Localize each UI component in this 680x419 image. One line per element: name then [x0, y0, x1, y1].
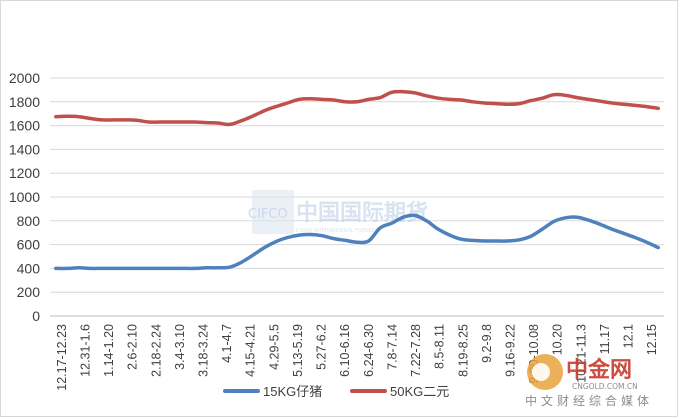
y-tick-label: 1400	[9, 141, 40, 157]
x-tick-label: 4.1-4.7	[220, 324, 234, 363]
x-tick-label: 5.27-6.2	[315, 324, 329, 370]
y-tick-label: 200	[17, 284, 41, 300]
x-tick-label: 12.15	[645, 324, 659, 355]
x-tick-label: 12.1	[622, 324, 636, 348]
cifco-watermark: CIFCO 中国国际期货 CHINA INTERNATIONAL FUTURES	[248, 190, 428, 234]
legend: 15KG仔猪 50KG二元	[223, 384, 449, 399]
cifco-watermark-name: 中国国际期货	[296, 200, 428, 226]
x-tick-label: 7.8-7.14	[385, 324, 399, 370]
x-tick-label: 3.4-3.10	[173, 324, 187, 370]
gridlines	[50, 77, 664, 317]
cifco-watermark-abbr: CIFCO	[248, 207, 288, 222]
x-tick-label: 4.15-4.21	[244, 324, 258, 377]
series-line-piglet	[54, 213, 660, 271]
cngold-brand-name: 中金网	[566, 357, 632, 383]
cifco-logo-icon	[252, 190, 294, 234]
y-tick-label: 2000	[9, 70, 40, 86]
y-tick-label: 400	[17, 260, 41, 276]
x-tick-label: 1.14-1.20	[102, 324, 116, 377]
x-tick-label: 2.18-2.24	[149, 324, 163, 377]
x-axis-ticks: 12.17-12.23 12.31-1.6 1.14-1.20 2.6-2.10 2.1…	[55, 324, 659, 391]
x-tick-label: 10.20	[551, 324, 565, 355]
y-tick-label: 1800	[9, 94, 40, 110]
series-line-hybrid	[54, 89, 660, 127]
x-tick-label: 12.17-12.23	[55, 324, 69, 391]
x-tick-label: 6.24-6.30	[362, 324, 376, 377]
x-tick-label: 6.10-6.16	[338, 324, 352, 377]
x-tick-label: 2.6-2.10	[126, 324, 140, 370]
y-tick-label: 0	[32, 308, 40, 324]
y-tick-label: 1000	[9, 189, 40, 205]
x-tick-label: 3.18-3.24	[197, 324, 211, 377]
x-tick-label: 5.13-5.19	[291, 324, 305, 377]
x-tick-label: 8.5-8.11	[433, 324, 447, 369]
x-tick-label: 9.2-9.8	[480, 324, 494, 363]
y-tick-label: 800	[17, 213, 41, 229]
cifco-watermark-sub: CHINA INTERNATIONAL FUTURES	[296, 228, 378, 234]
y-tick-label: 600	[17, 237, 41, 253]
legend-label-piglet: 15KG仔猪	[263, 384, 322, 399]
cngold-url: CNGOLD.COM.CN	[572, 382, 638, 391]
x-tick-label: 4.29-5.5	[267, 324, 281, 370]
legend-label-hybrid: 50KG二元	[390, 384, 449, 399]
y-tick-label: 1600	[9, 118, 40, 134]
x-tick-label: 8.19-8.25	[456, 324, 470, 377]
x-tick-label: 9.16-9.22	[504, 324, 518, 377]
cngold-slogan: 中文财经综合媒体	[525, 393, 653, 408]
x-tick-label: 10.21-11.3	[574, 324, 588, 383]
y-axis-ticks: 0 200 400 600 800 1000 1200 1400 1600 1800 2000	[9, 70, 40, 324]
cngold-watermark: 中金网 CNGOLD.COM.CN 中文财经综合媒体	[525, 354, 653, 408]
x-tick-label: 12.31-1.6	[78, 324, 92, 377]
series-lines	[54, 89, 660, 271]
x-tick-label: 11.17	[598, 324, 612, 354]
x-tick-label: 7.22-7.28	[409, 324, 423, 377]
y-tick-label: 1200	[9, 165, 40, 181]
